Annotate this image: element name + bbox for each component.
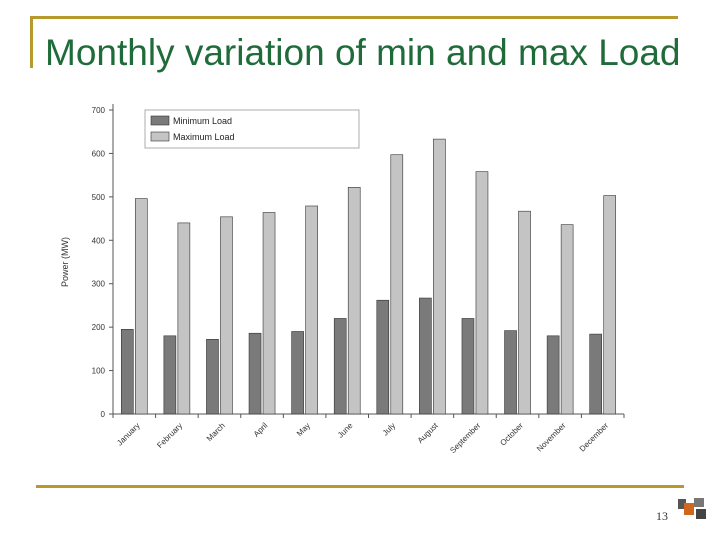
bar-maximum-load <box>603 195 617 415</box>
bar-maximum-load <box>475 171 489 415</box>
y-axis-title: Power (MW) <box>60 237 70 287</box>
legend-label: Minimum Load <box>173 116 232 126</box>
bar-maximum-load <box>220 216 233 415</box>
bar-minimum-load <box>291 331 304 415</box>
y-tick-label: 300 <box>92 280 106 289</box>
y-tick-label: 400 <box>92 236 106 245</box>
bar-minimum-load <box>546 335 560 415</box>
bar-minimum-load <box>504 330 517 415</box>
x-tick-label: April <box>252 421 270 439</box>
y-tick-label: 700 <box>92 106 106 115</box>
x-tick-label: September <box>448 421 482 455</box>
bar-maximum-load <box>390 154 404 415</box>
y-tick-label: 100 <box>92 367 106 376</box>
y-tick-label: 0 <box>101 410 106 419</box>
x-tick-label: October <box>498 421 525 448</box>
bar-minimum-load <box>163 335 177 415</box>
bar-maximum-load <box>134 198 148 415</box>
bar-minimum-load <box>461 318 475 415</box>
bar-minimum-load <box>333 318 347 415</box>
bar-maximum-load <box>305 205 318 415</box>
bar-minimum-load <box>248 332 262 415</box>
x-tick-label: March <box>205 421 227 443</box>
bottom-rule <box>36 485 684 488</box>
bar-minimum-load <box>419 297 432 415</box>
bar-minimum-load <box>376 299 390 415</box>
legend-label: Maximum Load <box>173 132 235 142</box>
x-tick-label: December <box>578 421 611 454</box>
x-tick-label: August <box>416 421 441 446</box>
bar-maximum-load <box>262 212 276 415</box>
x-tick-label: May <box>295 421 312 438</box>
x-tick-label: November <box>535 421 568 454</box>
x-tick-label: February <box>155 421 184 450</box>
bar-maximum-load <box>177 222 191 415</box>
legend-swatch-maximum <box>150 131 170 142</box>
bar-minimum-load <box>120 329 134 415</box>
x-tick-label: June <box>336 421 355 440</box>
slide-title: Monthly variation of min and max Load <box>45 32 681 73</box>
x-tick-label: July <box>381 421 397 437</box>
bar-minimum-load <box>589 333 603 415</box>
left-rule <box>30 16 33 68</box>
university-logo-icon <box>678 498 706 519</box>
legend-swatch-minimum <box>150 115 170 126</box>
bar-maximum-load <box>347 187 361 415</box>
bar-maximum-load <box>560 224 574 415</box>
legend-box <box>144 109 360 149</box>
bar-maximum-load <box>518 210 531 415</box>
y-tick-label: 200 <box>92 323 106 332</box>
bar-minimum-load <box>206 339 219 415</box>
bar-maximum-load <box>433 138 446 415</box>
x-tick-label: January <box>115 421 141 447</box>
top-rule <box>30 16 678 19</box>
y-tick-label: 600 <box>92 149 106 158</box>
page-number: 13 <box>656 509 668 523</box>
y-tick-label: 500 <box>92 193 106 202</box>
